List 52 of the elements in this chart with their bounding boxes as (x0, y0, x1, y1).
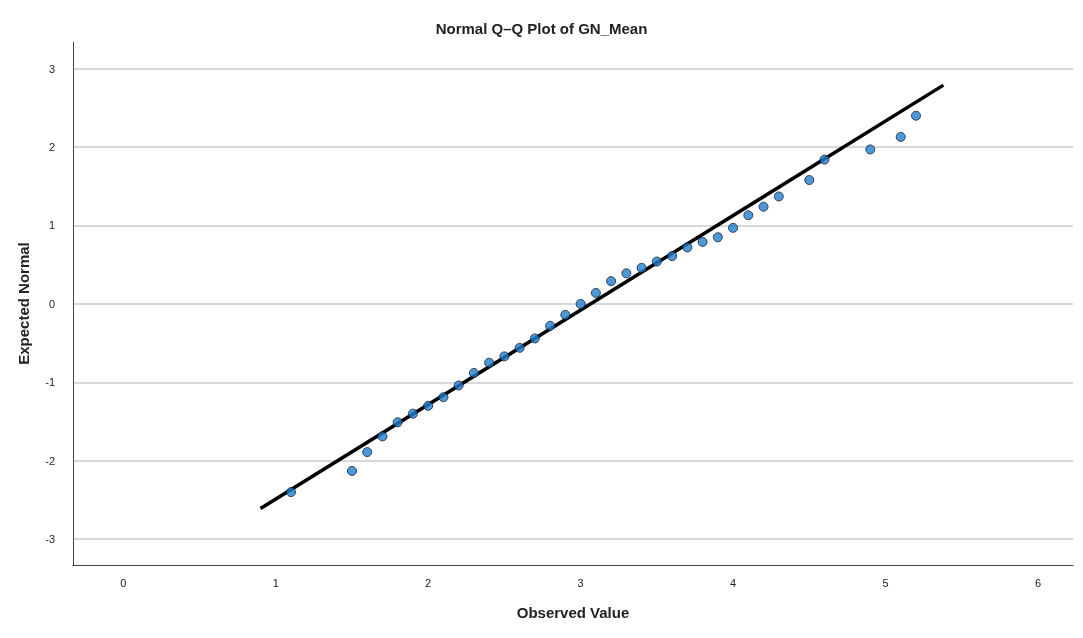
point (697, 236, 708, 247)
point (575, 298, 586, 309)
y-tick-label: 2 (48, 141, 55, 154)
point (712, 232, 723, 243)
point (438, 392, 449, 403)
x-tick-label: 6 (1034, 576, 1041, 589)
point (667, 251, 678, 262)
point (560, 309, 571, 320)
y-axis-title: Expected Normal (15, 242, 32, 365)
point (514, 342, 525, 353)
chart-title: Normal Q–Q Plot of GN_Mean (435, 20, 648, 37)
y-tick-label: -1 (45, 376, 55, 389)
point (728, 222, 739, 233)
x-tick-label: 3 (577, 576, 584, 589)
point (362, 447, 373, 458)
y-tick-label: 3 (48, 62, 55, 75)
point (484, 357, 495, 368)
point (636, 262, 647, 273)
y-tick-label: -2 (45, 454, 55, 467)
x-tick-label: 5 (882, 576, 889, 589)
point (773, 191, 784, 202)
x-axis-title: Observed Value (516, 604, 630, 621)
point (819, 154, 830, 165)
point (758, 201, 769, 212)
point (911, 110, 921, 121)
y-tick-label: 0 (48, 297, 55, 310)
point (895, 131, 906, 142)
point (392, 417, 403, 428)
point (377, 431, 388, 442)
point (606, 276, 617, 287)
point (804, 175, 815, 185)
x-tick-label: 1 (272, 576, 279, 589)
point (865, 144, 876, 155)
point (651, 256, 662, 267)
x-tick-label: 2 (425, 576, 432, 589)
point (286, 487, 296, 498)
x-tick-label: 0 (120, 576, 127, 589)
point (545, 320, 556, 331)
y-tick-label: 1 (48, 219, 55, 232)
point (423, 400, 434, 411)
point (590, 287, 601, 298)
x-tick-label: 4 (730, 576, 737, 589)
point (346, 465, 357, 476)
point (621, 268, 632, 279)
point (743, 210, 754, 221)
point (468, 367, 479, 378)
point (453, 380, 464, 391)
point (529, 333, 540, 344)
point (407, 408, 418, 419)
point (682, 242, 693, 253)
point (499, 351, 510, 362)
y-tick-label: -3 (45, 533, 55, 546)
